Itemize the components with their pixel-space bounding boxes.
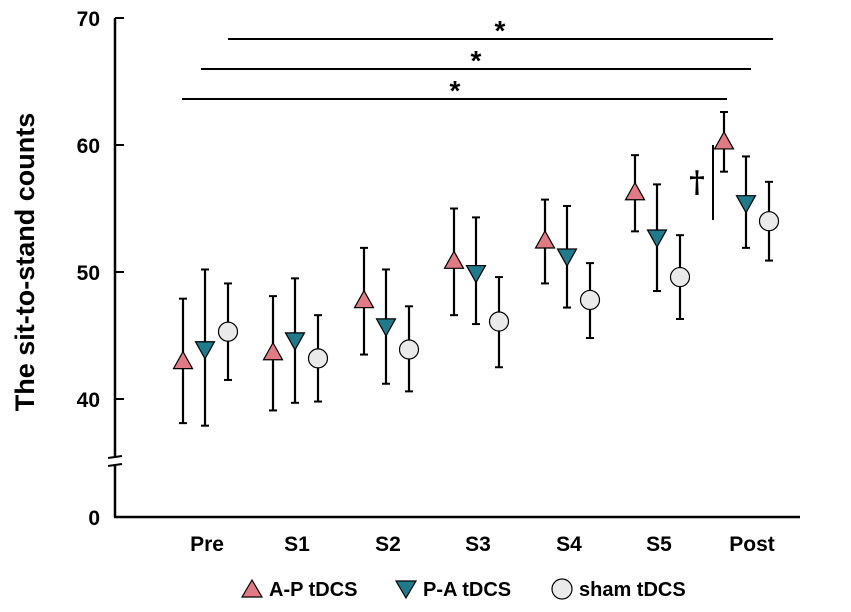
- point-a-p-tdcs-post: [713, 130, 735, 150]
- x-label-s3: S3: [465, 533, 491, 556]
- point-a-p-tdcs-s4: [534, 229, 556, 249]
- y-tick-label-70: 70: [77, 8, 100, 31]
- point-p-a-tdcs-post: [735, 195, 757, 214]
- point-p-a-tdcs-s2: [375, 318, 397, 338]
- significance-annotations: * * * †: [182, 15, 773, 220]
- legend: A-P tDCS P-A tDCS sham tDCS: [240, 578, 686, 601]
- x-category-labels: Pre S1 S2 S3 S4 S5 Post: [190, 533, 775, 556]
- point-a-p-tdcs-s5: [624, 181, 646, 201]
- legend-label-pa: P-A tDCS: [423, 579, 511, 601]
- x-label-s5: S5: [646, 533, 672, 556]
- sig-star-pa: *: [471, 45, 482, 76]
- y-ticks: 70 60 50 40 0: [77, 8, 124, 530]
- point-a-p-tdcs-s2: [353, 289, 375, 309]
- axis-break-mark: [107, 455, 123, 467]
- point-p-a-tdcs-pre: [194, 341, 216, 360]
- point-p-a-tdcs-s5: [646, 229, 668, 249]
- point-sham-tdcs-post: [758, 211, 780, 232]
- y-axis-title: The sit-to-stand counts: [10, 113, 40, 412]
- point-p-a-tdcs-s4: [556, 248, 578, 268]
- sig-star-sham: *: [495, 15, 506, 46]
- point-a-p-tdcs-pre: [172, 350, 194, 370]
- point-sham-tdcs-s2: [398, 339, 420, 360]
- dagger-mark: †: [689, 165, 705, 200]
- point-sham-tdcs-s3: [488, 311, 510, 332]
- x-label-s2: S2: [375, 533, 401, 556]
- axes: [107, 18, 800, 519]
- point-a-p-tdcs-s1: [262, 341, 284, 361]
- legend-marker-ap: [240, 578, 264, 598]
- x-label-s1: S1: [284, 533, 310, 556]
- point-sham-tdcs-s4: [579, 289, 601, 311]
- y-tick-label-40: 40: [77, 389, 100, 412]
- y-tick-label-50: 50: [77, 262, 100, 285]
- legend-label-ap: A-P tDCS: [269, 579, 358, 601]
- point-sham-tdcs-s1: [307, 348, 329, 369]
- y-tick-label-60: 60: [77, 135, 100, 158]
- point-sham-tdcs-pre: [217, 321, 239, 342]
- x-label-s4: S4: [556, 533, 582, 556]
- data-marks: [172, 110, 780, 427]
- point-a-p-tdcs-s3: [443, 250, 465, 269]
- x-label-post: Post: [729, 533, 775, 556]
- legend-marker-pa: [394, 580, 418, 600]
- legend-label-sham: sham tDCS: [579, 579, 686, 601]
- x-label-pre: Pre: [190, 533, 224, 556]
- sig-star-ap: *: [450, 75, 461, 106]
- y-tick-label-0: 0: [88, 507, 100, 530]
- legend-marker-sham: [551, 578, 573, 600]
- point-sham-tdcs-s5: [669, 266, 691, 288]
- point-p-a-tdcs-s3: [465, 264, 487, 284]
- point-p-a-tdcs-s1: [284, 332, 306, 352]
